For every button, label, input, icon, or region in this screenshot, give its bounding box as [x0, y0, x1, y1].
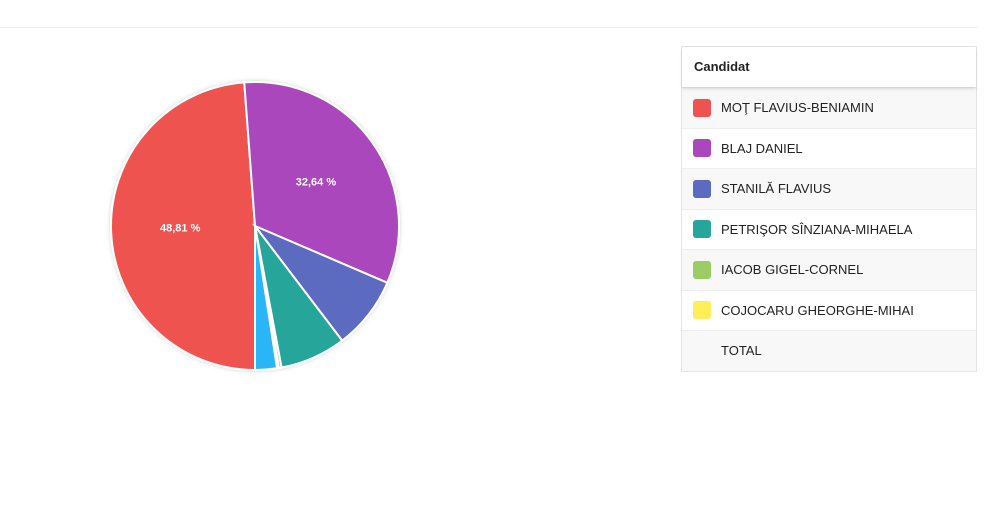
pie-slice [110, 81, 256, 372]
legend-swatch [693, 139, 711, 158]
legend-label: BLAJ DANIEL [721, 140, 803, 156]
legend-row: PETRIŞOR SÎNZIANA-MIHAELA [682, 208, 976, 250]
value-label: 48,81 % [160, 223, 201, 235]
pie [110, 81, 400, 372]
legend: Candidat MOŢ FLAVIUS-BENIAMIN BLAJ DANIEL… [681, 46, 977, 372]
legend-label: MOŢ FLAVIUS-BENIAMIN [721, 100, 874, 116]
value-label: 32,64 % [296, 176, 337, 188]
legend-title: Candidat [682, 47, 976, 87]
legend-row: IACOB GIGEL-CORNEL [682, 249, 976, 290]
legend-swatch [693, 301, 711, 320]
legend-swatch [693, 220, 711, 239]
legend-swatch [693, 98, 711, 117]
legend-row: COJOCARU GHEORGHE-MIHAI [682, 289, 976, 331]
legend-label: PETRIŞOR SÎNZIANA-MIHAELA [721, 221, 913, 237]
top-rule [0, 27, 978, 28]
legend-row: MOŢ FLAVIUS-BENIAMIN [682, 87, 976, 128]
legend-swatch [693, 179, 711, 198]
legend-total: TOTAL [682, 330, 976, 371]
legend-row: BLAJ DANIEL [682, 127, 976, 169]
chart: 48,81 % 32,64 % [110, 81, 400, 372]
legend-label: STANILĂ FLAVIUS [721, 181, 832, 197]
legend-swatch [693, 260, 711, 279]
legend-row: STANILĂ FLAVIUS [682, 168, 976, 209]
pie-slice [243, 81, 400, 285]
legend-label: IACOB GIGEL-CORNEL [721, 262, 864, 278]
legend-label: COJOCARU GHEORGHE-MIHAI [721, 302, 914, 318]
pie-slice [254, 225, 279, 372]
